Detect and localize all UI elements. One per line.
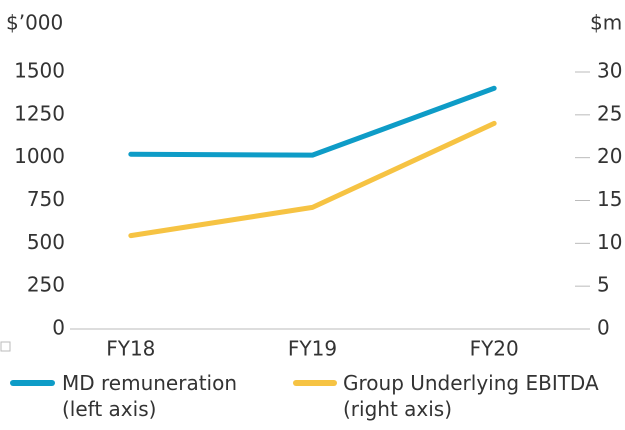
y2-tick-label: 0 [597,316,610,340]
x-tick-label: FY19 [288,337,337,361]
y2-tick-label: 20 [597,144,622,168]
y-tick-label: 500 [27,230,65,254]
y-tick-label: 1250 [14,101,65,125]
y2-tick-label: 30 [597,59,622,83]
x-tick-label: FY20 [470,337,519,361]
y2-tick-label: 5 [597,273,610,297]
data-line [128,120,497,239]
legend-label: Group Underlying EBITDA (right axis) [343,371,599,421]
legend-swatch [293,380,337,386]
y-tick-label: 1500 [14,59,65,83]
chart: $’000 $m 0 250 500 750 1000 1250 1500 0 5 10 15 20 2… [0,11,622,361]
y-axis-title: $’000 [6,11,63,35]
y2-tick-label: 15 [597,187,622,211]
data-line [128,85,497,158]
x-tick-label: FY18 [106,337,155,361]
y2-tick-label: 10 [597,230,622,254]
legend-label: MD remuneration (left axis) [62,371,238,421]
y2-tick-label: 25 [597,101,622,125]
y-tick-label: 250 [27,273,65,297]
decoration [0,341,11,352]
legend-swatch [10,380,55,386]
y-tick-label: 1000 [14,144,65,168]
y-tick-label: 0 [52,316,65,340]
y2-axis-title: $m [590,11,622,35]
y-tick-label: 750 [27,187,65,211]
